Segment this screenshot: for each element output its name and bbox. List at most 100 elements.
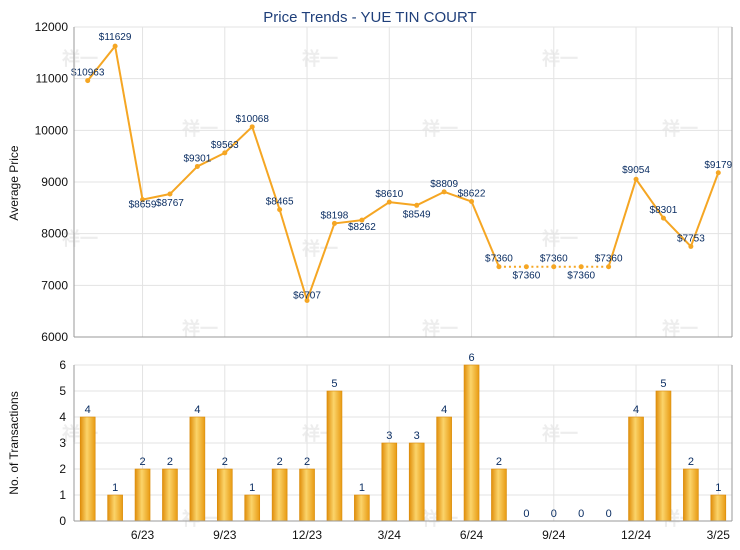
transaction-count-label: 4 (85, 404, 91, 416)
transactions-y-tick: 0 (59, 514, 66, 528)
price-point-label: $11629 (99, 32, 132, 43)
price-point-label: $7360 (567, 271, 595, 282)
transaction-bar (326, 390, 343, 522)
transaction-bar (79, 416, 96, 522)
price-point-label: $10068 (236, 114, 270, 125)
transaction-bar (408, 442, 425, 522)
transaction-count-label: 4 (441, 404, 447, 416)
price-line-segment (662, 217, 692, 248)
x-tick-label: 9/23 (213, 528, 237, 542)
price-point (441, 189, 447, 195)
x-tick-label: 3/24 (378, 528, 402, 542)
price-point-label: $9301 (183, 153, 211, 164)
watermark-mark: 祥一 (302, 238, 338, 259)
x-tick-label: 12/24 (621, 528, 651, 542)
watermark-mark: 祥一 (662, 318, 698, 339)
price-y-tick: 10000 (35, 123, 69, 137)
transaction-count-label: 4 (633, 404, 639, 416)
price-point-label: $8262 (348, 222, 376, 233)
transaction-bar (436, 416, 452, 522)
price-line-segment (169, 165, 199, 195)
watermark-mark: 祥一 (182, 318, 218, 339)
price-point-label: $8809 (430, 179, 458, 190)
transaction-count-label: 2 (688, 456, 694, 468)
transaction-count-label: 6 (468, 352, 474, 364)
watermark-mark: 祥一 (422, 118, 458, 139)
price-point (249, 124, 255, 130)
transactions-y-axis-label: No. of Transactions (7, 391, 21, 494)
price-line-segment (142, 193, 171, 201)
price-point (331, 220, 337, 226)
price-point (414, 202, 420, 208)
transactions-y-tick: 6 (59, 358, 66, 372)
price-point-label: $8465 (266, 197, 294, 208)
transactions-y-tick: 1 (59, 488, 66, 502)
price-line-segment (635, 178, 665, 219)
price-point-label: $7360 (512, 271, 540, 282)
price-line-segment (278, 209, 308, 301)
transaction-bars: 4 1 2 2 4 2 1 2 2 5 1 3 3 4 6 2 0 0 0 0 4 5 2 1 (79, 352, 727, 522)
transaction-count-label: 0 (523, 508, 529, 520)
transaction-bar (354, 494, 370, 522)
transaction-count-label: 4 (194, 404, 200, 416)
price-y-tick: 7000 (41, 278, 68, 292)
price-line-segment (251, 126, 281, 210)
price-point-label: $8610 (375, 189, 403, 200)
price-point-label: $7360 (595, 254, 623, 265)
transaction-bar (628, 416, 644, 522)
transaction-bar (491, 468, 507, 522)
price-point (277, 207, 283, 213)
price-point (167, 191, 173, 197)
price-y-tick: 6000 (41, 330, 68, 344)
transaction-count-label: 3 (386, 430, 392, 442)
watermark-mark: 祥一 (542, 423, 578, 444)
x-tick-label: 6/24 (460, 528, 484, 542)
price-point-label: $8198 (321, 210, 349, 221)
transaction-count-label: 0 (551, 508, 557, 520)
price-line-segment (224, 126, 253, 154)
transaction-bar (244, 494, 261, 522)
transaction-bar (107, 494, 123, 522)
price-point (715, 170, 721, 176)
transaction-bar (216, 468, 233, 522)
watermark-mark: 祥一 (182, 118, 218, 139)
transaction-count-label: 2 (496, 456, 502, 468)
transactions-y-tick: 3 (59, 436, 66, 450)
price-line-segment (416, 190, 445, 207)
x-tick-label: 12/23 (292, 528, 322, 542)
transaction-bar (710, 494, 727, 522)
price-y-tick: 12000 (35, 20, 69, 34)
transaction-count-label: 0 (578, 508, 584, 520)
transaction-bar (162, 468, 178, 522)
watermark-mark: 祥一 (542, 228, 578, 249)
axes (73, 27, 733, 522)
price-point (304, 297, 310, 303)
price-point (194, 163, 200, 169)
price-line-segment (361, 201, 390, 221)
transactions-y-tick: 2 (59, 462, 66, 476)
price-y-axis-label: Average Price (7, 145, 21, 220)
watermark-mark: 祥一 (422, 318, 458, 339)
price-y-tick: 8000 (41, 227, 68, 241)
price-point-label: $8659 (129, 200, 157, 211)
price-line-segment (114, 45, 144, 200)
price-line-segment (389, 201, 417, 207)
transaction-bar (134, 468, 151, 522)
price-line-segment (86, 45, 116, 82)
price-point-label: $7360 (485, 254, 513, 265)
price-line-segment (306, 223, 336, 301)
transaction-count-label: 1 (715, 482, 721, 494)
watermark-mark: 祥一 (302, 48, 338, 69)
price-line-segment (443, 190, 472, 203)
transaction-bar (271, 468, 288, 522)
price-point (578, 264, 584, 270)
transaction-count-label: 2 (139, 456, 145, 468)
transaction-bar (299, 468, 315, 522)
x-tick-label: 9/24 (542, 528, 566, 542)
x-tick-label: 6/23 (131, 528, 155, 542)
transaction-count-label: 5 (331, 378, 337, 390)
price-line-segment (470, 201, 500, 268)
watermark-mark: 祥一 (542, 48, 578, 69)
transaction-bar (655, 390, 672, 522)
